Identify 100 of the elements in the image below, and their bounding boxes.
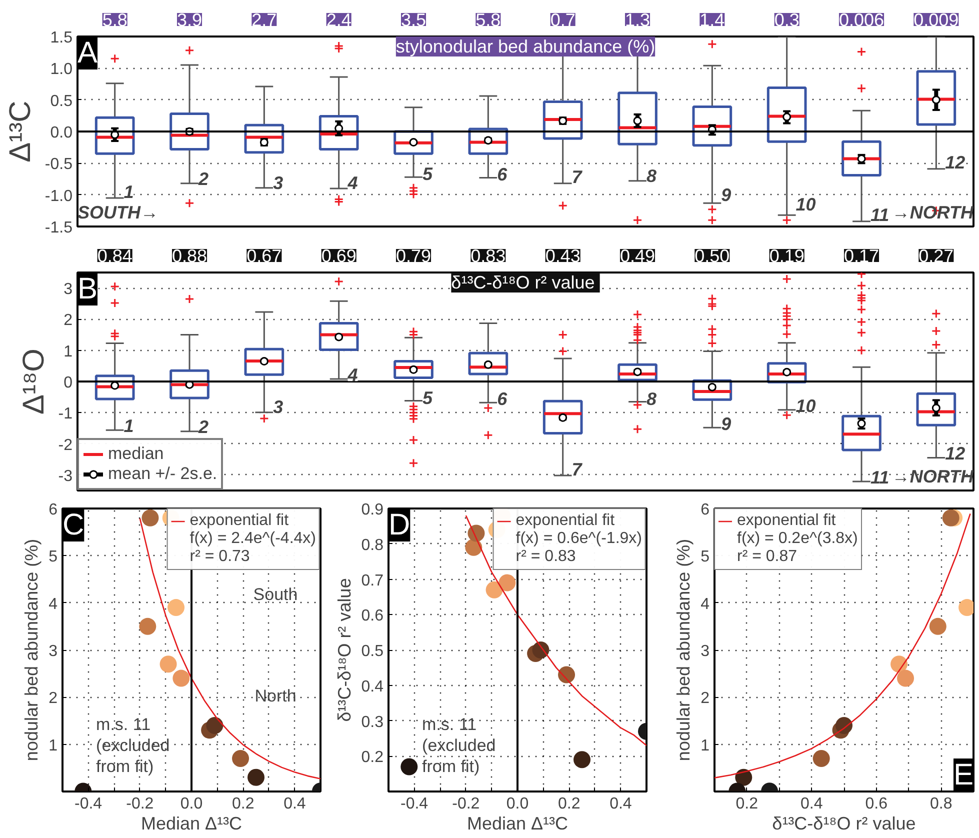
category-label: 11 [870, 205, 890, 225]
text: 0.7 [550, 10, 576, 30]
x-axis-title: δ¹³C-δ¹⁸O r² value [772, 814, 916, 834]
x-tick-label: -0.4 [400, 796, 428, 812]
text: 0.006 [838, 10, 884, 30]
y-tick-label: -2 [58, 436, 73, 454]
y-axis-title: Δ¹⁸O [17, 348, 50, 415]
category-label: 7 [572, 167, 582, 188]
text: 2.4 [326, 10, 352, 30]
x-tick-label: -0.4 [74, 796, 102, 812]
annotation: m.s. 11 (excluded from fit) [96, 715, 170, 776]
y-tick-label: 1 [700, 737, 710, 754]
text: 5.8 [102, 10, 128, 30]
y-tick-label: 2 [64, 312, 73, 330]
y-tick-label: 1 [64, 343, 73, 360]
category-label: 5 [422, 164, 432, 184]
y-axis-title: nodular bed abundance (%) [674, 538, 694, 762]
y-axis-title: δ¹³C-δ¹⁸O r² value [334, 578, 354, 722]
x-axis-title: Median Δ¹³C [140, 814, 242, 834]
y-tick-label: 1.0 [50, 61, 73, 78]
text: 0.17 [844, 246, 880, 266]
text: 0.19 [769, 246, 804, 266]
text: 0.79 [396, 246, 432, 266]
text: 2.7 [252, 10, 277, 30]
category-label: 10 [796, 396, 816, 416]
y-tick-label: -0.5 [44, 156, 73, 174]
category-label: 12 [945, 152, 966, 173]
y-tick-label: 2 [48, 690, 58, 708]
text: E [953, 758, 974, 792]
annotation: f(x) = 0.6e^(-1.9x) [516, 530, 642, 548]
annotation: r² = 0.83 [516, 548, 576, 566]
x-tick-label: 0.4 [610, 796, 632, 812]
text: 0.84 [97, 246, 132, 266]
x-tick-label: 0.2 [736, 796, 758, 812]
y-tick-label: 0.9 [361, 502, 384, 518]
y-tick-label: 4 [48, 596, 58, 613]
x-tick-label: 0.0 [506, 796, 529, 812]
category-label: 6 [497, 388, 508, 409]
category-label: 1 [124, 416, 134, 436]
x-tick-label: 0.2 [232, 796, 254, 812]
category-label: 5 [422, 388, 432, 408]
category-label: 3 [273, 173, 284, 194]
text: 0.67 [246, 246, 282, 266]
text: 0.27 [918, 246, 954, 266]
x-tick-label: 0.4 [800, 796, 823, 812]
text: 3.5 [400, 10, 426, 30]
text: 0.88 [172, 246, 208, 266]
annotation: m.s. 11 (excluded from fit) [422, 715, 496, 776]
chart-title: D [388, 508, 410, 542]
y-tick-label: 0.2 [361, 749, 384, 766]
annotation: r² = 0.73 [190, 548, 250, 566]
annotation: f(x) = 0.2e^(3.8x) [737, 530, 858, 548]
y-axis-title: Δ¹³C [4, 100, 37, 162]
category-label: 11 [870, 467, 890, 488]
x-tick-label: 0.2 [558, 796, 580, 812]
text: 0.49 [620, 246, 656, 266]
x-tick-label: -0.2 [452, 796, 480, 812]
annotation: South [253, 585, 298, 604]
x-tick-label: 0.8 [930, 796, 952, 812]
category-label: 8 [646, 388, 656, 409]
y-tick-label: 6 [48, 502, 58, 518]
y-tick-label: -3 [58, 468, 73, 485]
legend-label: exponential fit [190, 512, 289, 530]
category-label: 9 [721, 184, 732, 205]
y-tick-label: 0.8 [361, 536, 384, 554]
text: 3.9 [176, 10, 202, 30]
y-tick-label: 4 [700, 596, 710, 613]
y-tick-label: 2 [700, 690, 710, 708]
annotation: δ¹³C-δ¹⁸O r² value [451, 272, 595, 292]
text: 0.009 [914, 10, 959, 30]
text: 5.8 [476, 10, 501, 30]
category-label: 7 [572, 460, 582, 480]
y-axis-title: nodular bed abundance (%) [22, 538, 42, 762]
text: 0.50 [694, 246, 730, 266]
x-tick-label: 0.6 [865, 796, 888, 812]
y-tick-label: 3 [48, 643, 58, 660]
text: 0.69 [321, 246, 356, 266]
text: 0.43 [545, 246, 580, 266]
annotation: r² = 0.87 [737, 548, 798, 566]
category-label: 12 [945, 443, 966, 464]
text: 1.3 [624, 10, 650, 30]
x-tick-label: -0.2 [126, 796, 154, 812]
y-tick-label: 3 [700, 643, 710, 660]
y-tick-label: 0.6 [361, 608, 384, 625]
y-tick-label: 5 [700, 548, 710, 566]
y-tick-label: 1.5 [50, 30, 73, 46]
chart-title: A [78, 36, 98, 70]
y-tick-label: 0.5 [50, 92, 73, 110]
category-label: 8 [646, 166, 656, 186]
y-tick-label: -1 [58, 406, 73, 423]
text: 0.3 [774, 10, 800, 30]
x-tick-label: 0.0 [180, 796, 203, 812]
text: 1.4 [700, 10, 725, 30]
legend-label: exponential fit [516, 512, 615, 530]
y-tick-label: 3 [64, 281, 73, 298]
annotation: stylonodular bed abundance (%) [396, 36, 656, 56]
x-axis-title: Median Δ¹³C [466, 814, 568, 834]
y-tick-label: 1 [48, 737, 58, 754]
category-label: 6 [497, 164, 508, 185]
category-label: 4 [348, 365, 358, 386]
